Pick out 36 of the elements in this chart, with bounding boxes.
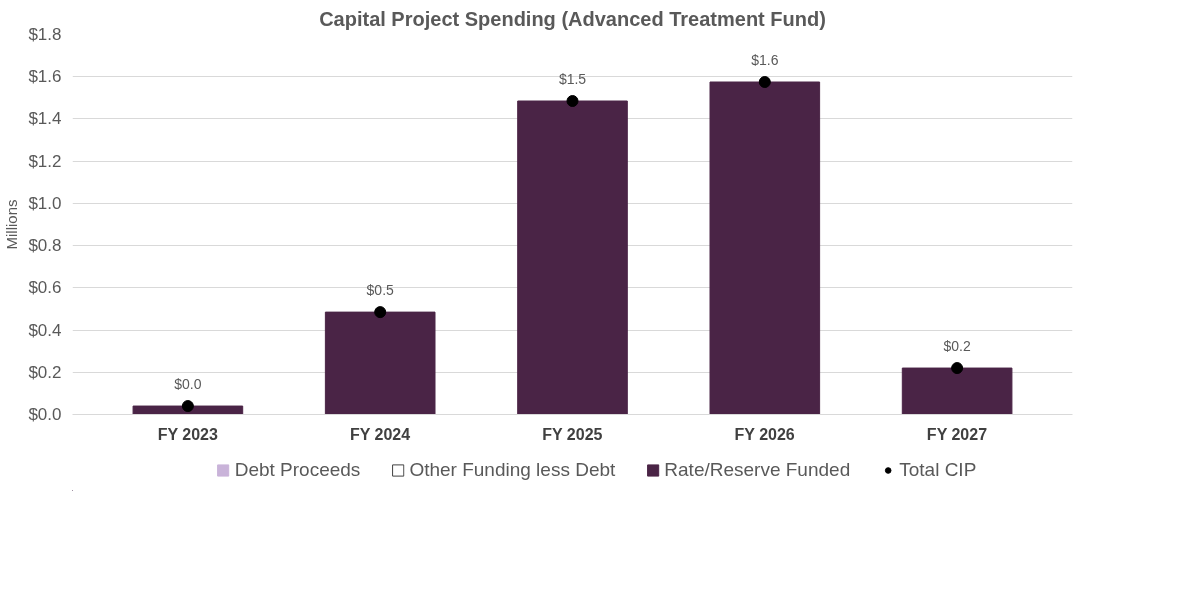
y-tick-label: $0.6 — [28, 278, 62, 298]
point — [181, 400, 194, 413]
x-tick-label: FY 2024 — [349, 425, 411, 443]
bar — [132, 405, 244, 415]
point — [566, 95, 579, 107]
legend-label: Debt Proceeds — [234, 459, 361, 481]
bar — [901, 367, 1013, 415]
bar — [324, 311, 436, 415]
y-tick-label: $0.2 — [28, 362, 62, 382]
point — [758, 76, 771, 88]
point — [374, 306, 387, 319]
y-tick-label: $1.2 — [28, 151, 62, 171]
legend-label: Rate/Reserve Funded — [664, 459, 851, 481]
x-tick-label: FY 2026 — [734, 425, 795, 443]
bar — [517, 100, 628, 415]
y-tick-label: $1.6 — [28, 67, 62, 87]
y-tick-label: $0.8 — [28, 236, 62, 256]
legend-label: Total CIP — [899, 459, 977, 481]
y-axis-title: Millions — [3, 199, 21, 250]
y-tick-label: $0.0 — [28, 405, 62, 424]
data-label: $0.0 — [174, 376, 202, 393]
data-label: $0.2 — [943, 338, 971, 355]
data-label: $1.5 — [558, 71, 587, 87]
data-label: $1.6 — [751, 52, 779, 68]
chart-title: Capital Project Spending (Advanced Treatment Fund) — [319, 7, 826, 30]
x-tick-label: FY 2027 — [926, 425, 988, 443]
y-tick-label: $0.4 — [28, 320, 62, 340]
y-tick-label: $1.0 — [28, 193, 62, 213]
x-tick-label: FY 2023 — [157, 425, 218, 443]
point — [951, 362, 964, 375]
bar — [709, 81, 821, 415]
x-tick-label: FY 2025 — [542, 425, 603, 443]
legend-label: Other Funding less Debt — [409, 459, 616, 481]
y-tick-label: $1.8 — [28, 25, 62, 44]
y-tick-label: $1.4 — [28, 109, 62, 129]
data-label: $0.5 — [366, 282, 395, 299]
